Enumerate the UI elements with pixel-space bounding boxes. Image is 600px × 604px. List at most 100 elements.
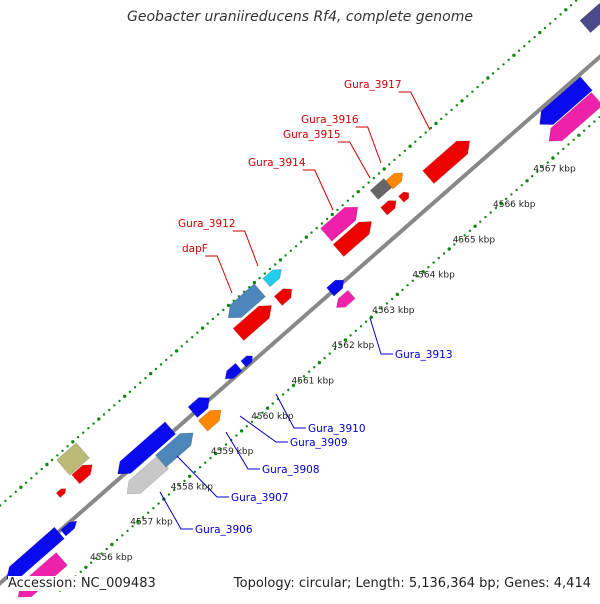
gene-feature <box>232 305 273 342</box>
gene-feature <box>224 362 243 380</box>
accession-text: Accession: NC_009483 <box>8 576 156 591</box>
gene-feature <box>548 91 600 142</box>
forward-track-tick <box>185 340 189 343</box>
forward-track-tick <box>372 176 375 180</box>
forward-track-tick <box>512 53 516 57</box>
reverse-track-tick <box>437 256 440 260</box>
genome-summary-text: Topology: circular; Length: 5,136,364 bp… <box>233 576 591 591</box>
gene-features <box>6 2 600 598</box>
reverse-track-tick <box>121 534 124 537</box>
gene-feature <box>227 283 266 319</box>
reverse-track-tick <box>214 451 218 456</box>
reverse-track-tick <box>525 179 529 183</box>
forward-track-tick <box>278 258 283 262</box>
reverse-track-tick <box>479 220 482 223</box>
reverse-track-tick <box>432 261 435 264</box>
reverse-track-tick <box>152 507 155 510</box>
reverse-track-tick <box>136 520 140 524</box>
reverse-track-tick <box>204 461 207 464</box>
reverse-track-tick <box>261 411 264 414</box>
reverse-track-tick <box>427 266 430 269</box>
forward-track-tick <box>460 99 464 103</box>
reverse-track-tick <box>167 493 171 496</box>
forward-track-tick <box>9 495 12 498</box>
forward-track-tick <box>356 190 360 194</box>
forward-track-tick <box>528 40 531 43</box>
forward-track-tick <box>517 49 521 52</box>
forward-track-tick <box>315 226 318 230</box>
reverse-track-tick <box>536 170 539 173</box>
scale-label: 4562 kbp <box>332 341 375 351</box>
forward-track-tick <box>377 172 381 175</box>
reverse-track-tick <box>484 215 487 219</box>
reverse-track-tick <box>531 175 534 178</box>
forward-track-tick <box>351 195 355 198</box>
forward-track-tick <box>497 67 500 71</box>
forward-track-tick <box>569 4 573 7</box>
reverse-track-tick <box>364 320 368 323</box>
reverse-track-tick <box>406 284 409 287</box>
reverse-track-tick <box>510 193 513 196</box>
forward-track-tick <box>174 349 179 353</box>
forward-track-tick <box>258 276 261 280</box>
reverse-track-tick <box>588 125 591 128</box>
forward-track-tick <box>92 422 95 425</box>
reverse-track-tick <box>84 565 88 569</box>
label-leader <box>337 141 371 179</box>
reverse-track-tick <box>245 425 248 428</box>
reverse-track-tick <box>473 224 477 228</box>
reverse-track-tick <box>235 434 238 437</box>
reverse-track-tick <box>562 147 565 151</box>
forward-track-tick <box>133 386 137 389</box>
reverse-track-tick <box>188 474 192 478</box>
forward-track-tick <box>263 272 266 275</box>
forward-track-tick <box>159 363 163 366</box>
gene-feature <box>579 2 600 34</box>
forward-track-tick <box>543 26 547 30</box>
gene-label-reverse: Gura_3913 <box>395 349 453 361</box>
reverse-track-tick <box>173 488 176 492</box>
reverse-track-tick <box>551 156 555 160</box>
forward-track-tick <box>14 490 17 493</box>
gene-label-forward: Gura_3914 <box>248 157 306 169</box>
forward-track-tick <box>50 458 54 462</box>
forward-track-tick <box>165 358 168 362</box>
forward-track-tick <box>149 371 153 376</box>
gene-labels: dapF Gura_3912 Gura_3914 Gura_3915 Gura_3916… <box>178 79 453 536</box>
scale-label: 4564 kbp <box>412 271 455 281</box>
reverse-track-tick <box>401 288 404 292</box>
reverse-track-tick <box>515 188 518 192</box>
forward-track-ticks <box>0 0 578 507</box>
reverse-track-tick <box>95 557 98 560</box>
forward-track-tick <box>559 13 562 16</box>
scale-label: 4558 kbp <box>171 482 214 492</box>
reverse-track-tick <box>209 456 212 460</box>
gene-label-forward: Gura_3916 <box>301 114 359 126</box>
forward-track-tick <box>455 104 458 107</box>
forward-track-tick <box>294 245 298 248</box>
reverse-track-tick <box>499 201 503 206</box>
reverse-track-tick <box>520 184 523 187</box>
forward-track-tick <box>564 8 568 12</box>
forward-track-tick <box>45 462 49 467</box>
forward-track-tick <box>56 454 59 457</box>
gene-feature <box>539 76 593 126</box>
reverse-track-tick <box>317 360 322 365</box>
scale-label: 4567 kbp <box>533 165 576 175</box>
forward-track-tick <box>180 345 183 348</box>
reverse-track-tick <box>302 375 306 378</box>
reverse-track-tick <box>447 247 451 251</box>
forward-track-tick <box>113 404 116 407</box>
forward-track-tick <box>310 231 313 234</box>
scale-label: 4557 kbp <box>130 518 173 528</box>
label-leader <box>398 91 431 131</box>
reverse-track-tick <box>198 466 202 469</box>
forward-track-tick <box>408 144 412 148</box>
reverse-track-tick <box>157 502 160 505</box>
reverse-track-tick <box>582 129 586 132</box>
forward-track-tick <box>403 149 407 152</box>
forward-track-tick <box>97 417 101 421</box>
gene-feature <box>262 268 283 288</box>
reverse-track-tick <box>265 406 270 410</box>
